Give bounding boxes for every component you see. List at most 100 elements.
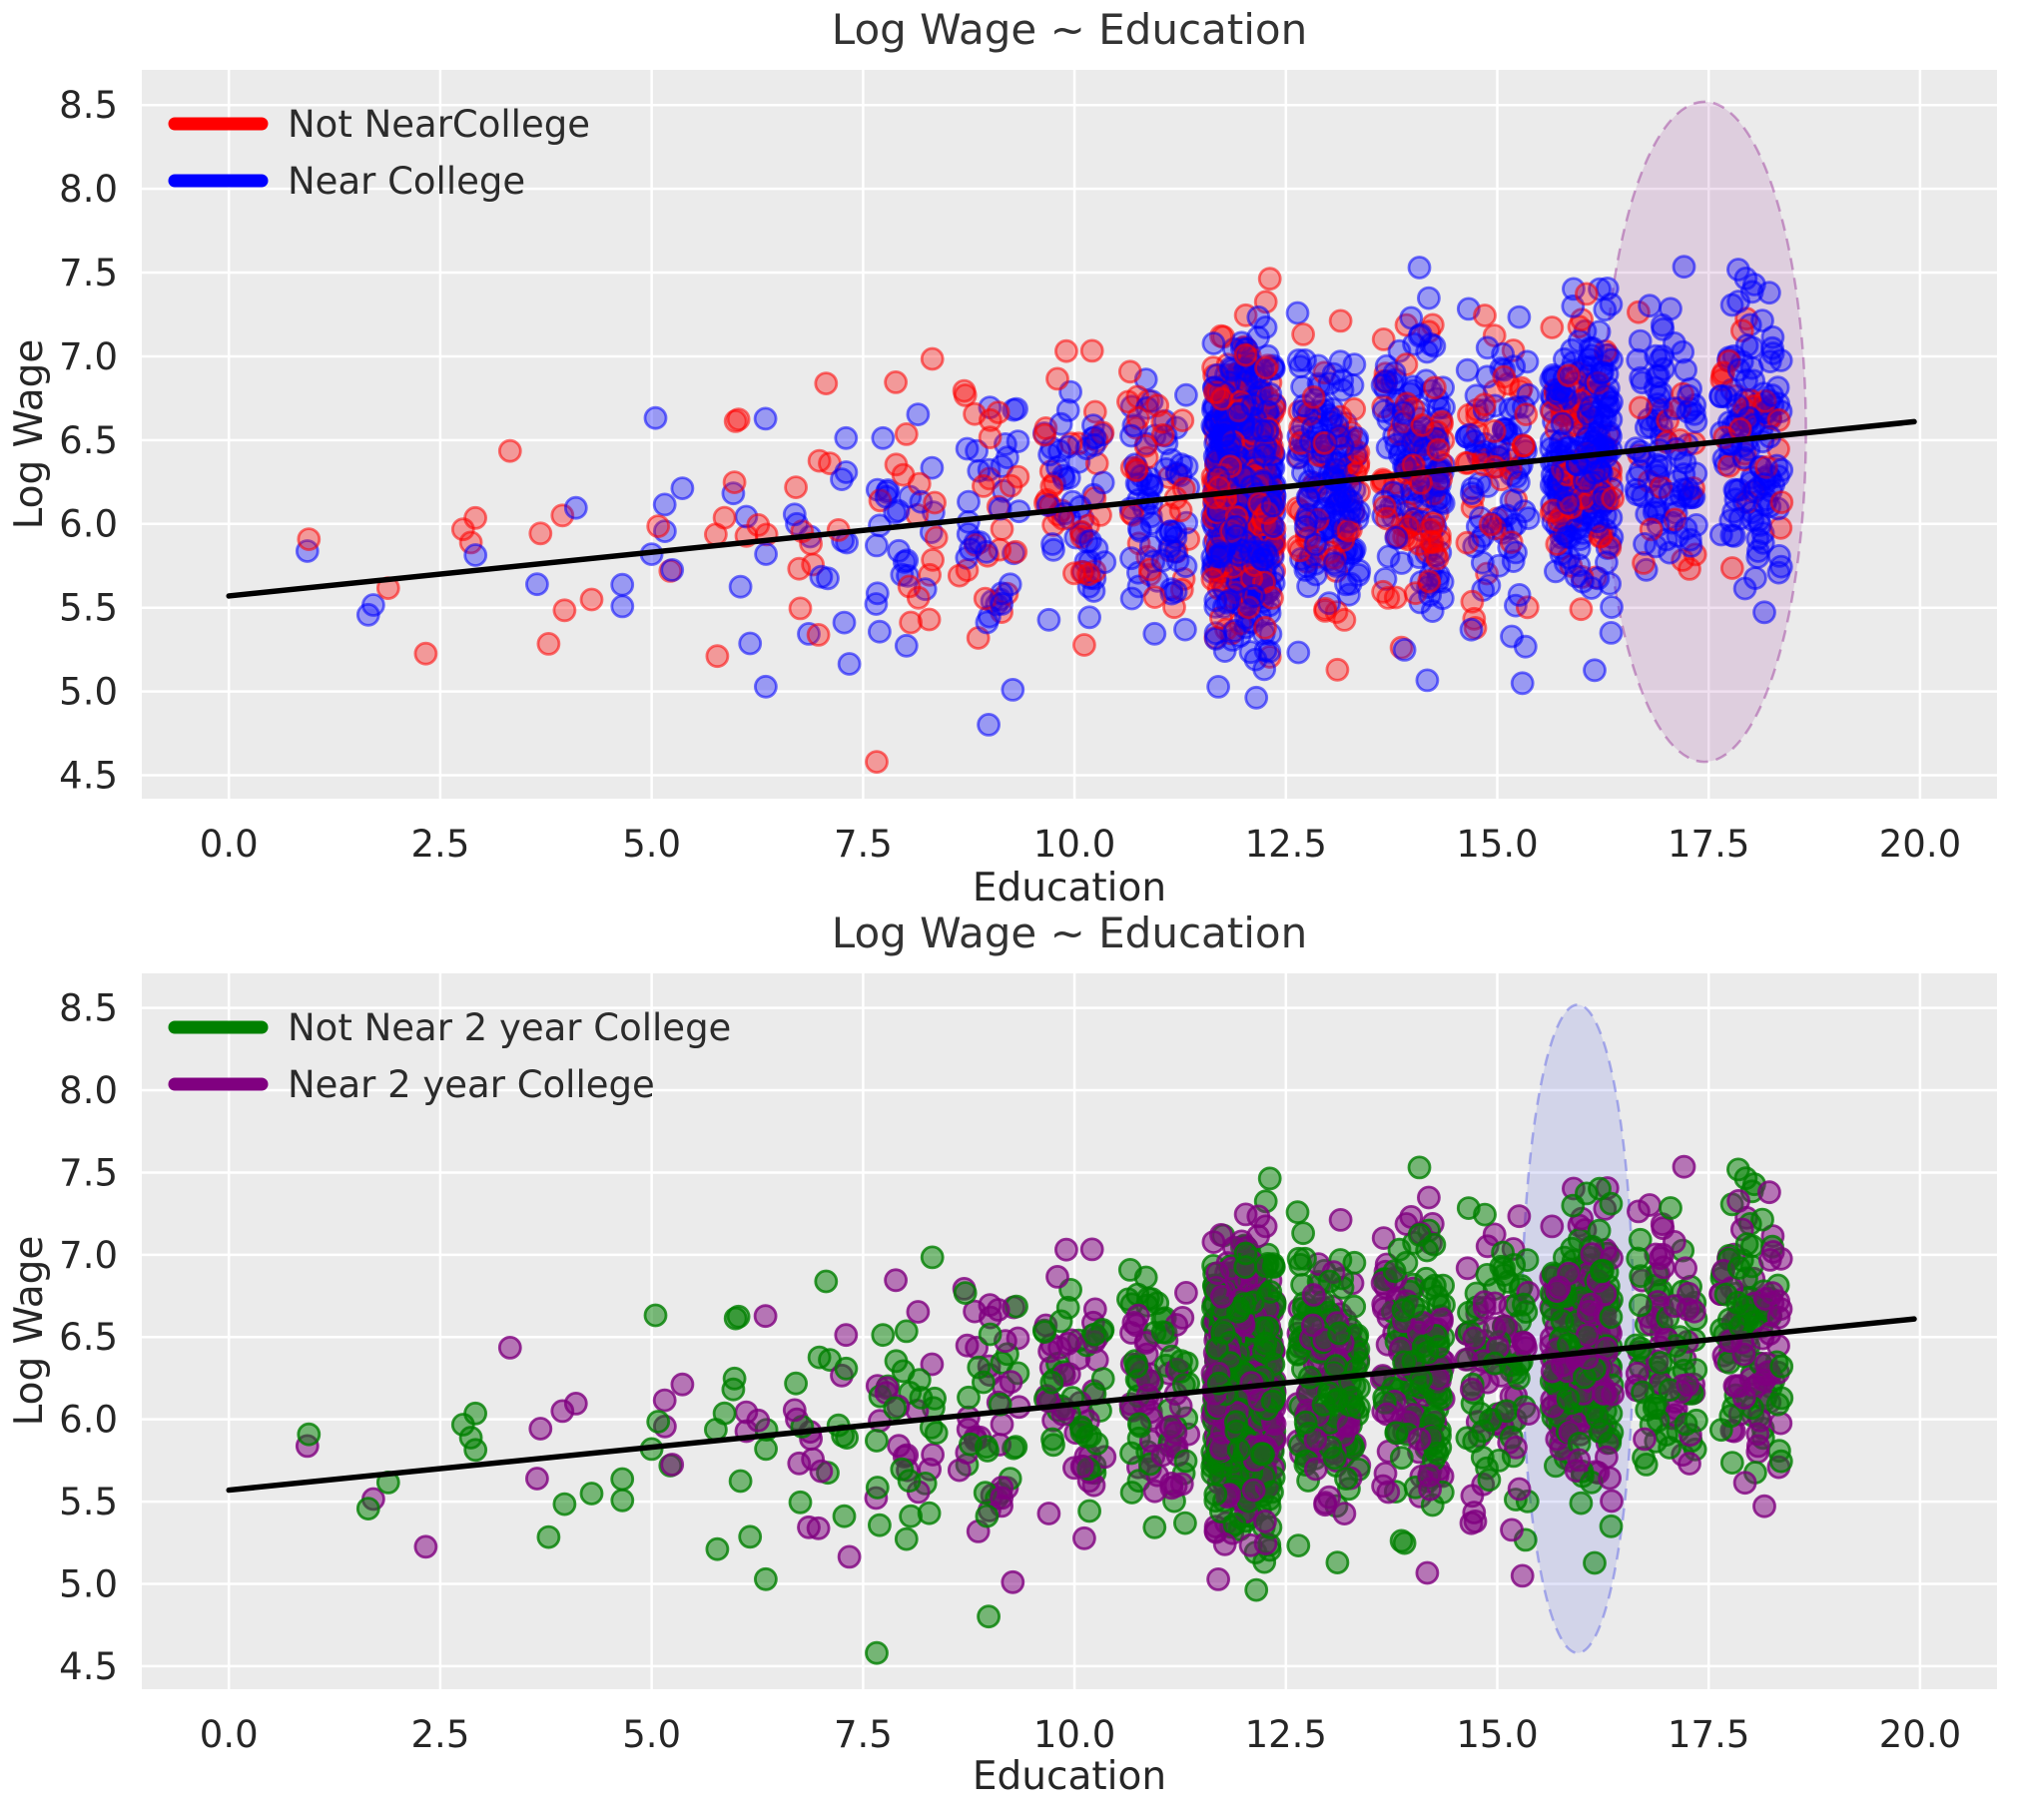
data-point	[297, 527, 322, 551]
data-point	[1078, 529, 1102, 553]
data-point	[1313, 596, 1338, 621]
data-point	[868, 1513, 892, 1537]
data-point	[1241, 584, 1266, 608]
data-point	[1260, 586, 1284, 610]
data-point	[1473, 1202, 1497, 1227]
data-point	[1768, 515, 1793, 540]
data-point	[1054, 1237, 1078, 1262]
data-point	[1145, 393, 1170, 418]
data-point	[1725, 1290, 1749, 1315]
data-point	[1760, 383, 1784, 407]
data-point	[1047, 438, 1071, 463]
data-point	[1599, 407, 1624, 432]
data-point	[1601, 1382, 1625, 1407]
data-point	[1328, 349, 1353, 374]
data-point	[1206, 675, 1230, 699]
data-point	[990, 1412, 1014, 1437]
data-point	[1540, 1359, 1565, 1384]
data-point	[1407, 256, 1432, 280]
data-point	[1569, 597, 1594, 622]
y-tick-label: 6.0	[59, 1399, 118, 1442]
data-point	[610, 1467, 635, 1492]
data-point	[784, 475, 808, 500]
data-point	[1725, 392, 1749, 417]
data-point	[1244, 685, 1269, 710]
data-point	[1676, 476, 1700, 501]
data-point	[787, 556, 812, 581]
data-point	[458, 530, 483, 555]
data-point	[1142, 585, 1167, 609]
data-point	[1429, 489, 1453, 514]
data-point	[1163, 525, 1188, 550]
data-point	[1150, 1443, 1175, 1468]
data-point	[1036, 607, 1061, 632]
data-point	[865, 581, 890, 606]
data-point	[1253, 615, 1277, 640]
data-point	[1045, 1265, 1069, 1289]
data-point	[1384, 525, 1409, 550]
data-point	[1082, 425, 1107, 450]
y-tick-label: 4.5	[59, 1645, 118, 1688]
data-point	[1768, 554, 1793, 579]
y-tick-label: 4.5	[59, 754, 118, 797]
data-point	[784, 1371, 808, 1396]
data-point	[917, 607, 942, 632]
data-point	[1734, 1232, 1759, 1256]
data-point	[1550, 411, 1575, 436]
data-point	[1417, 569, 1442, 594]
x-axis-label: Education	[973, 866, 1166, 910]
data-point	[1757, 281, 1781, 305]
data-point	[1325, 1550, 1350, 1574]
y-tick-label: 6.0	[59, 503, 118, 546]
data-point	[832, 610, 857, 635]
data-point	[834, 1323, 859, 1348]
y-tick-label: 7.0	[59, 1234, 118, 1277]
data-point	[865, 1429, 889, 1453]
data-point	[1301, 384, 1326, 409]
data-point	[1472, 1290, 1497, 1315]
data-point	[1257, 1166, 1282, 1191]
data-point	[643, 405, 668, 430]
data-point	[1119, 1481, 1144, 1505]
data-point	[990, 1486, 1014, 1511]
data-point	[894, 1526, 919, 1551]
data-point	[1317, 484, 1341, 509]
data-point	[906, 1300, 931, 1324]
data-point	[1211, 423, 1236, 448]
data-point	[809, 564, 834, 589]
data-point	[1478, 1408, 1503, 1433]
x-tick-label: 20.0	[1879, 823, 1961, 866]
data-point	[1254, 355, 1278, 380]
data-point	[1600, 595, 1624, 619]
data-point	[1324, 1354, 1348, 1379]
data-point	[865, 1476, 890, 1500]
data-point	[610, 594, 635, 619]
data-point	[1124, 457, 1148, 482]
data-point	[723, 408, 748, 433]
data-point	[1258, 381, 1283, 406]
data-point	[1168, 1394, 1193, 1419]
data-point	[1126, 516, 1151, 541]
y-axis-label: Log Wage	[7, 339, 52, 530]
data-point	[753, 406, 778, 431]
data-point	[1577, 1299, 1601, 1324]
data-point	[814, 1269, 839, 1294]
data-point	[782, 502, 807, 527]
data-point	[1222, 619, 1247, 643]
data-point	[1257, 267, 1282, 292]
data-point	[1004, 1435, 1028, 1460]
data-point	[1082, 1322, 1107, 1347]
data-point	[1124, 1354, 1148, 1379]
data-point	[1246, 1204, 1271, 1229]
legend-label-not-near-college: Not NearCollege	[288, 103, 590, 146]
data-point	[413, 641, 438, 666]
data-point	[1678, 1452, 1701, 1476]
data-point	[1649, 454, 1674, 479]
data-point	[834, 425, 859, 450]
data-point	[1731, 489, 1756, 514]
data-point	[1001, 1569, 1025, 1594]
x-tick-label: 2.5	[411, 823, 470, 866]
data-point	[1516, 1402, 1541, 1426]
x-tick-label: 2.5	[411, 1713, 470, 1756]
data-point	[978, 1322, 1003, 1347]
